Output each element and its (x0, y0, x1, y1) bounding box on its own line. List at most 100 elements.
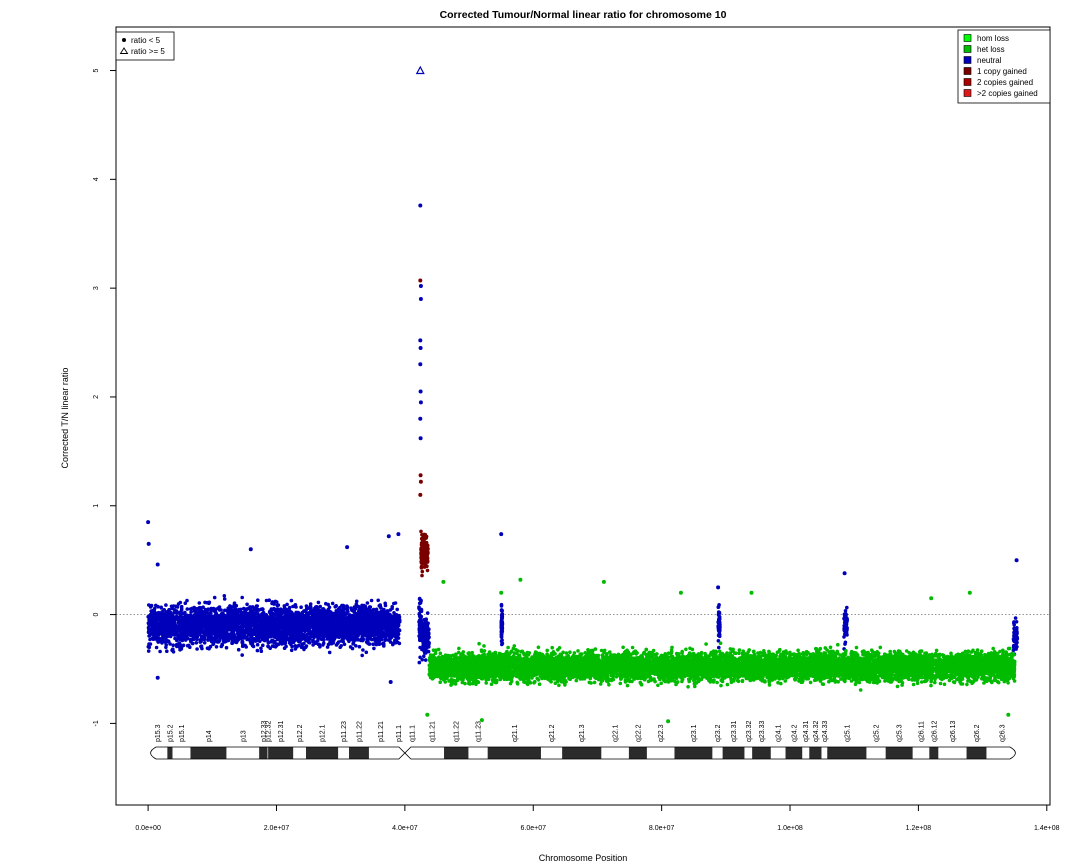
data-point (164, 603, 168, 607)
data-point (172, 632, 177, 637)
ideogram-band (752, 747, 771, 759)
data-point (198, 606, 203, 610)
data-point (154, 603, 158, 608)
data-point (146, 649, 151, 653)
data-point (289, 598, 294, 603)
data-point (178, 643, 183, 647)
data-point (207, 600, 212, 605)
data-point (262, 638, 267, 643)
band-label: p11.22 (356, 721, 363, 742)
data-point (417, 660, 422, 665)
data-point (267, 640, 271, 645)
data-point (247, 612, 252, 617)
band-label: q23.2 (715, 724, 722, 742)
data-point (1014, 630, 1019, 634)
data-point (162, 608, 166, 612)
data-point (418, 338, 423, 343)
band-label: q24.31 (803, 720, 810, 742)
band-label: q22.2 (635, 724, 642, 742)
data-point (268, 611, 273, 616)
data-point (156, 622, 160, 627)
data-point (499, 633, 504, 637)
data-point (198, 632, 202, 636)
band-label: q26.13 (950, 720, 957, 742)
data-point (285, 602, 289, 607)
data-point (164, 645, 168, 650)
data-point (418, 284, 423, 288)
data-point (206, 617, 210, 622)
data-point (240, 644, 245, 648)
data-point (277, 608, 282, 613)
data-point (326, 602, 331, 607)
band-label: q24.2 (791, 724, 798, 742)
data-point (194, 629, 199, 634)
data-point (417, 606, 421, 611)
data-point (387, 628, 392, 633)
data-point (425, 611, 430, 615)
data-point (190, 641, 195, 646)
data-point (349, 606, 353, 610)
data-point (311, 643, 315, 647)
band-label: q23.33 (759, 720, 766, 742)
band-label: q11.1 (410, 725, 417, 742)
data-point (333, 605, 338, 609)
data-point (214, 645, 219, 649)
data-point (377, 604, 382, 608)
ideogram-band (268, 747, 294, 759)
data-point (270, 600, 275, 604)
data-point (311, 625, 315, 630)
data-point (420, 657, 425, 662)
data-point (381, 630, 386, 635)
data-point (326, 642, 331, 647)
data-point (311, 639, 315, 644)
data-point (168, 634, 173, 639)
data-point (300, 622, 304, 627)
data-point (396, 631, 400, 635)
ideogram-band (809, 747, 822, 759)
band-label: p12.2 (297, 724, 304, 742)
data-point (179, 647, 184, 651)
data-point (273, 632, 278, 637)
data-point (187, 643, 191, 648)
data-point (158, 649, 162, 654)
band-label: q21.2 (549, 724, 556, 742)
data-point (420, 638, 425, 642)
data-point (289, 648, 294, 653)
data-point (354, 599, 359, 604)
data-point (500, 638, 504, 642)
data-point (183, 631, 187, 635)
data-point (381, 613, 386, 617)
data-point (370, 622, 375, 626)
data-point (203, 625, 208, 630)
data-point (168, 627, 172, 631)
data-point (222, 625, 227, 630)
data-point (484, 681, 489, 685)
data-point (178, 600, 183, 605)
band-label: p12.33 (261, 720, 268, 742)
data-point (380, 642, 385, 646)
data-point (717, 603, 721, 607)
data-point (315, 616, 319, 620)
data-point (278, 614, 282, 619)
data-point (202, 612, 206, 617)
data-point (325, 626, 330, 630)
data-point (374, 640, 378, 644)
data-point (376, 598, 381, 603)
data-point (327, 622, 332, 626)
band-label: p12.32 (265, 720, 272, 742)
data-point (318, 604, 323, 609)
data-point (356, 604, 361, 609)
data-point (242, 606, 246, 611)
data-point (343, 631, 348, 636)
data-point (379, 621, 384, 625)
data-point (327, 617, 331, 622)
data-point (255, 642, 260, 647)
data-point (206, 636, 211, 640)
data-point (306, 606, 311, 610)
data-point (276, 603, 281, 607)
data-point (659, 681, 663, 686)
data-point (418, 436, 423, 441)
data-point (170, 648, 174, 652)
data-point (339, 619, 343, 624)
data-point (194, 617, 198, 621)
